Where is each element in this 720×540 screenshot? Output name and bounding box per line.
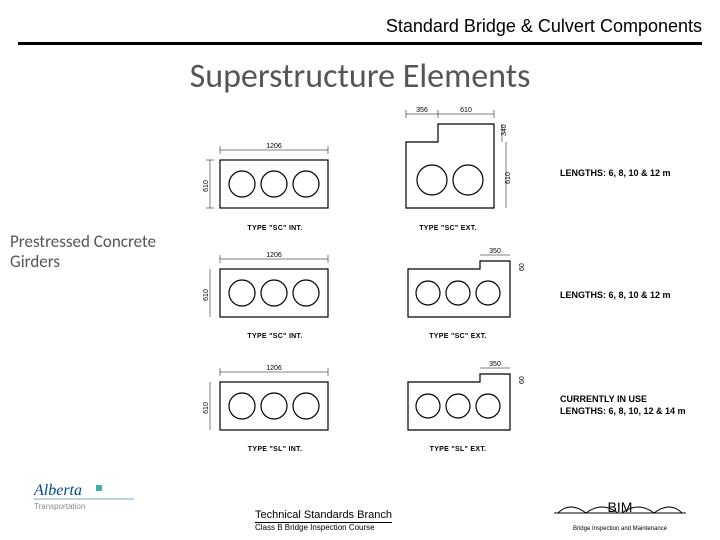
row2-lengths: LENGTHS: 6, 8, 10 & 12 m bbox=[560, 290, 671, 300]
footer-bim-sub: Bridge Inspection and Maintenance bbox=[550, 526, 690, 532]
footer-bim: BIM Bridge Inspection and Maintenance bbox=[550, 497, 690, 532]
row2-int-caption: TYPE "SC" INT. bbox=[200, 333, 350, 340]
footer-tech-l2: Class B Bridge Inspection Course bbox=[255, 523, 392, 532]
row3-current-l2: LENGTHS: 6, 8, 10, 12 & 14 m bbox=[560, 406, 686, 418]
row1-int-caption: TYPE "SC" INT. bbox=[200, 225, 350, 232]
logo: Alberta Transportation bbox=[34, 481, 144, 520]
left-label: Prestressed Concrete Girders bbox=[10, 232, 156, 271]
row2-ext-caption: TYPE "SC" EXT. bbox=[398, 333, 518, 340]
footer-tech: Technical Standards Branch Class B Bridg… bbox=[255, 509, 392, 532]
svg-text:340: 340 bbox=[501, 124, 508, 136]
left-label-line1: Prestressed Concrete bbox=[10, 232, 156, 252]
header-rule bbox=[18, 42, 702, 45]
row3-current-l1: CURRENTLY IN USE bbox=[560, 394, 686, 406]
bridge-icon: BIM bbox=[550, 497, 690, 519]
svg-text:610: 610 bbox=[203, 289, 210, 301]
main-title: Superstructure Elements bbox=[0, 56, 720, 97]
row3-current: CURRENTLY IN USE LENGTHS: 6, 8, 10, 12 &… bbox=[560, 394, 686, 417]
row3-int-diagram: 1206 610 TYPE "SL" INT. bbox=[200, 358, 350, 453]
svg-text:Transportation: Transportation bbox=[34, 502, 85, 511]
row3-ext-diagram: 350 60 TYPE "SL" EXT. bbox=[398, 358, 548, 453]
row2-ext-diagram: 350 60 TYPE "SC" EXT. bbox=[398, 245, 548, 340]
svg-text:1206: 1206 bbox=[266, 365, 282, 372]
header-title: Standard Bridge & Culvert Components bbox=[386, 16, 702, 37]
row1-ext-caption: TYPE "SC" EXT. bbox=[388, 225, 508, 232]
svg-text:350: 350 bbox=[489, 248, 501, 255]
svg-text:Alberta: Alberta bbox=[34, 482, 82, 499]
svg-text:1206: 1206 bbox=[266, 252, 282, 259]
svg-text:610: 610 bbox=[460, 107, 472, 114]
svg-text:1206: 1206 bbox=[266, 143, 282, 150]
svg-text:60: 60 bbox=[519, 263, 526, 271]
footer-tech-l1: Technical Standards Branch bbox=[255, 509, 392, 523]
svg-text:610: 610 bbox=[203, 180, 210, 192]
row1-int-diagram: 1206 610 TYPE "SC" INT. bbox=[200, 130, 350, 232]
svg-text:350: 350 bbox=[489, 361, 501, 368]
row3-ext-caption: TYPE "SL" EXT. bbox=[398, 446, 518, 453]
svg-text:610: 610 bbox=[203, 402, 210, 414]
row1-lengths: LENGTHS: 6, 8, 10 & 12 m bbox=[560, 168, 671, 178]
svg-text:356: 356 bbox=[416, 107, 428, 114]
svg-text:610: 610 bbox=[505, 172, 512, 184]
row3-int-caption: TYPE "SL" INT. bbox=[200, 446, 350, 453]
svg-text:BIM: BIM bbox=[608, 499, 633, 515]
row1-ext-diagram: 356 610 340 610 TYPE "SC" EXT. bbox=[388, 102, 528, 232]
row2-int-diagram: 1206 610 TYPE "SC" INT. bbox=[200, 245, 350, 340]
svg-text:60: 60 bbox=[519, 376, 526, 384]
left-label-line2: Girders bbox=[10, 252, 156, 272]
